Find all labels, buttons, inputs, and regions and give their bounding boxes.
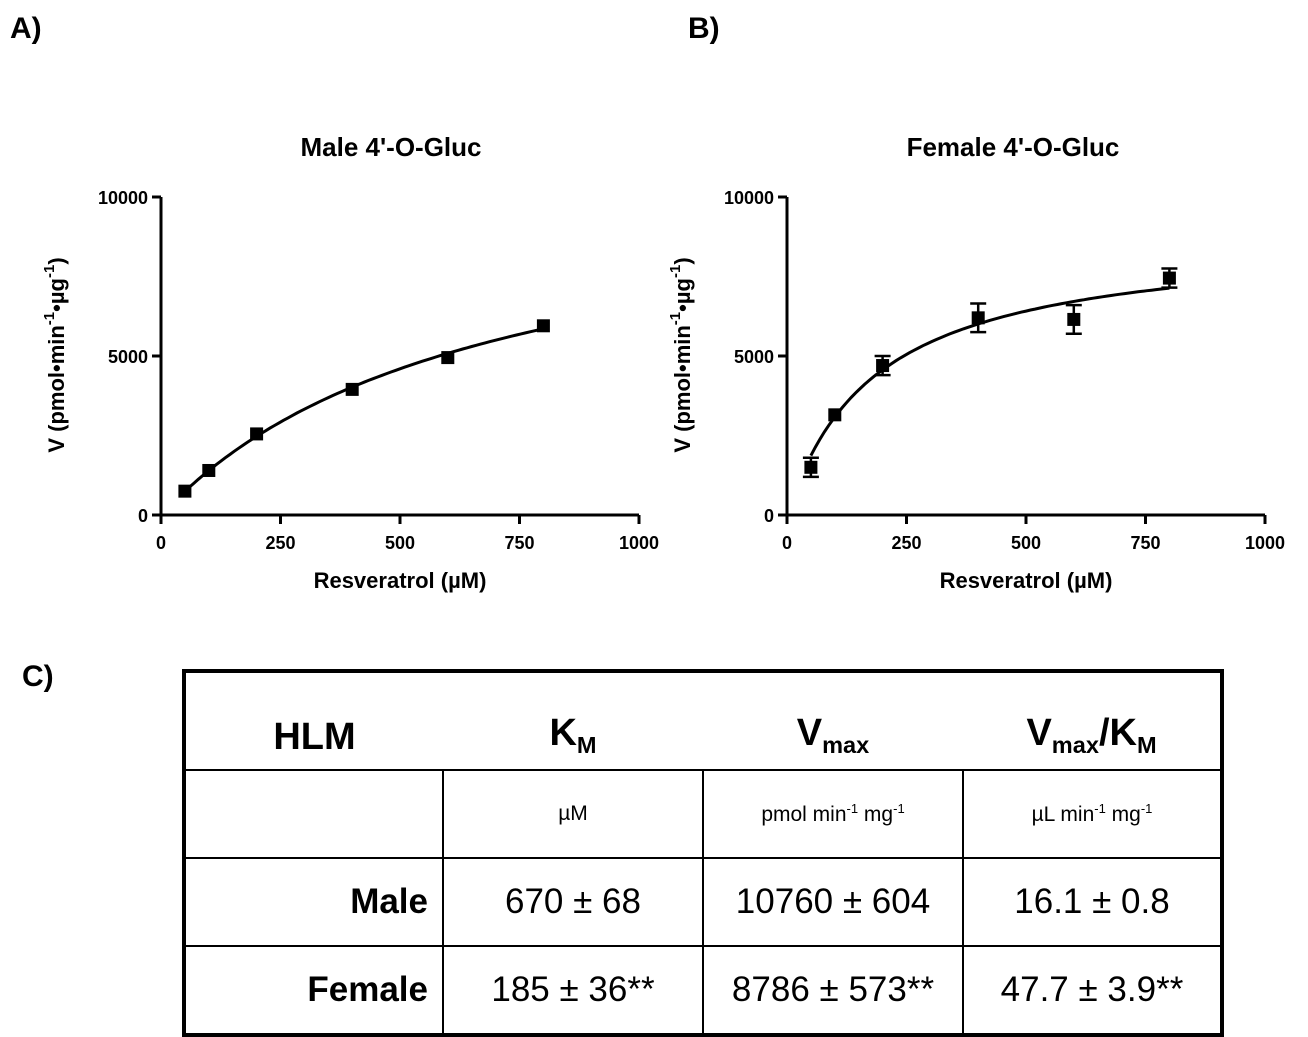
y-tick-label: 5000 [734, 347, 774, 367]
chart-title: Female 4'-O-Gluc [907, 132, 1120, 162]
y-tick-label: 5000 [108, 347, 148, 367]
table-row: Female 185 ± 36** 8786 ± 573** 47.7 ± 3.… [183, 945, 1223, 1036]
y-tick-label: 10000 [724, 188, 774, 208]
row-label: Female [183, 945, 444, 1036]
y-tick-label: 0 [764, 506, 774, 526]
panel-a-label: A) [10, 12, 42, 45]
y-tick-label: 0 [138, 506, 148, 526]
y-axis-title: V (pmol•min-1•µg-1) [667, 257, 695, 452]
km-value: 185 ± 36** [442, 945, 704, 1036]
x-tick-label: 1000 [619, 533, 659, 553]
row-label: Male [183, 857, 444, 947]
x-tick-label: 0 [156, 533, 166, 553]
vmax-value: 8786 ± 573** [702, 945, 964, 1036]
x-tick-label: 250 [265, 533, 295, 553]
data-point [876, 359, 890, 373]
header-hlm: HLM [184, 671, 443, 771]
x-tick-label: 500 [1011, 533, 1041, 553]
chart-title: Male 4'-O-Gluc [301, 132, 482, 162]
y-axis-title: V (pmol•min-1•µg-1) [41, 257, 69, 452]
x-tick-label: 500 [385, 533, 415, 553]
x-tick-label: 750 [1130, 533, 1160, 553]
table-row: Male 670 ± 68 10760 ± 604 16.1 ± 0.8 [183, 857, 1223, 947]
x-tick-label: 0 [782, 533, 792, 553]
vmax-value: 10760 ± 604 [702, 857, 964, 947]
data-point [828, 408, 842, 422]
header-vmax: Vmax [703, 671, 963, 771]
panel-b-label: B) [688, 12, 720, 45]
data-point [1162, 271, 1176, 285]
header-efficiency: Vmax/KM [963, 671, 1222, 771]
x-tick-label: 250 [891, 533, 921, 553]
male-4o-gluc-chart: Male 4'-O-Gluc 0 250 500 750 10000500010000 … [41, 132, 659, 593]
data-point [971, 311, 985, 325]
data-point [250, 427, 264, 441]
table-header-row: HLM KM Vmax Vmax/KM [184, 671, 1222, 771]
data-point [345, 382, 359, 396]
efficiency-value: 47.7 ± 3.9** [962, 945, 1223, 1036]
female-4o-gluc-chart: Female 4'-O-Gluc 0 250 500 750 1000050001000… [667, 132, 1285, 593]
fit-curve [809, 286, 1170, 457]
data-point [804, 460, 818, 474]
efficiency-value: 16.1 ± 0.8 [962, 857, 1223, 947]
x-axis-title: Resveratrol (µM) [940, 568, 1113, 593]
y-tick-label: 10000 [98, 188, 148, 208]
units-vmax: pmol min-1 mg-1 [702, 769, 964, 859]
panel-c-label: C) [22, 660, 54, 693]
units-efficiency: µL min-1 mg-1 [962, 769, 1223, 859]
data-point [441, 351, 455, 365]
header-km: KM [443, 671, 703, 771]
data-point [178, 484, 192, 498]
km-value: 670 ± 68 [442, 857, 704, 947]
units-empty-cell [183, 769, 444, 859]
data-point [202, 463, 216, 477]
kinetics-table: HLM KM Vmax Vmax/KM µM pmol min-1 mg-1 µ… [182, 669, 1224, 1037]
data-point [1067, 312, 1081, 326]
x-tick-label: 1000 [1245, 533, 1285, 553]
fit-curve [183, 327, 544, 493]
x-tick-label: 750 [504, 533, 534, 553]
x-axis-title: Resveratrol (µM) [314, 568, 487, 593]
table-units-row: µM pmol min-1 mg-1 µL min-1 mg-1 [183, 769, 1223, 859]
data-point [536, 319, 550, 333]
units-km: µM [442, 769, 704, 859]
